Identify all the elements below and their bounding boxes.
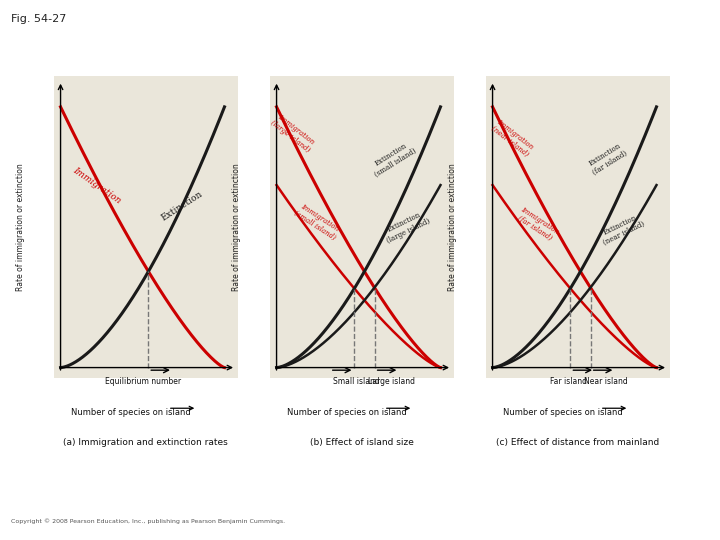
Text: Near island: Near island	[584, 377, 627, 386]
Text: Immigration
(large island): Immigration (large island)	[269, 112, 317, 154]
Text: Rate of immigration or extinction: Rate of immigration or extinction	[233, 163, 241, 291]
Text: Extinction: Extinction	[160, 189, 204, 222]
Text: Extinction
(small island): Extinction (small island)	[368, 139, 418, 179]
Text: Extinction
(large island): Extinction (large island)	[381, 209, 431, 245]
Text: Immigration
(near island): Immigration (near island)	[489, 118, 535, 159]
Text: Immigration: Immigration	[71, 165, 122, 205]
Text: Far island: Far island	[550, 377, 588, 386]
Text: Immigration
(small island): Immigration (small island)	[293, 201, 342, 242]
Text: Fig. 54-27: Fig. 54-27	[11, 14, 66, 24]
Text: Large island: Large island	[368, 377, 415, 386]
Text: (b) Effect of island size: (b) Effect of island size	[310, 438, 414, 448]
Text: Number of species on island: Number of species on island	[503, 408, 623, 417]
Text: Extinction
(near island): Extinction (near island)	[598, 212, 646, 247]
Text: Equilibrium number: Equilibrium number	[105, 377, 181, 386]
Text: Rate of immigration or extinction: Rate of immigration or extinction	[449, 163, 457, 291]
Text: Extinction
(far island): Extinction (far island)	[586, 141, 629, 177]
Text: Number of species on island: Number of species on island	[287, 408, 407, 417]
Text: Small island: Small island	[333, 377, 379, 386]
Text: Rate of immigration or extinction: Rate of immigration or extinction	[17, 163, 25, 291]
Text: (c) Effect of distance from mainland: (c) Effect of distance from mainland	[496, 438, 660, 448]
Text: (a) Immigration and extinction rates: (a) Immigration and extinction rates	[63, 438, 228, 448]
Text: Number of species on island: Number of species on island	[71, 408, 191, 417]
Text: Immigration
(far island): Immigration (far island)	[513, 205, 560, 244]
Text: Copyright © 2008 Pearson Education, Inc., publishing as Pearson Benjamin Cumming: Copyright © 2008 Pearson Education, Inc.…	[11, 518, 285, 524]
